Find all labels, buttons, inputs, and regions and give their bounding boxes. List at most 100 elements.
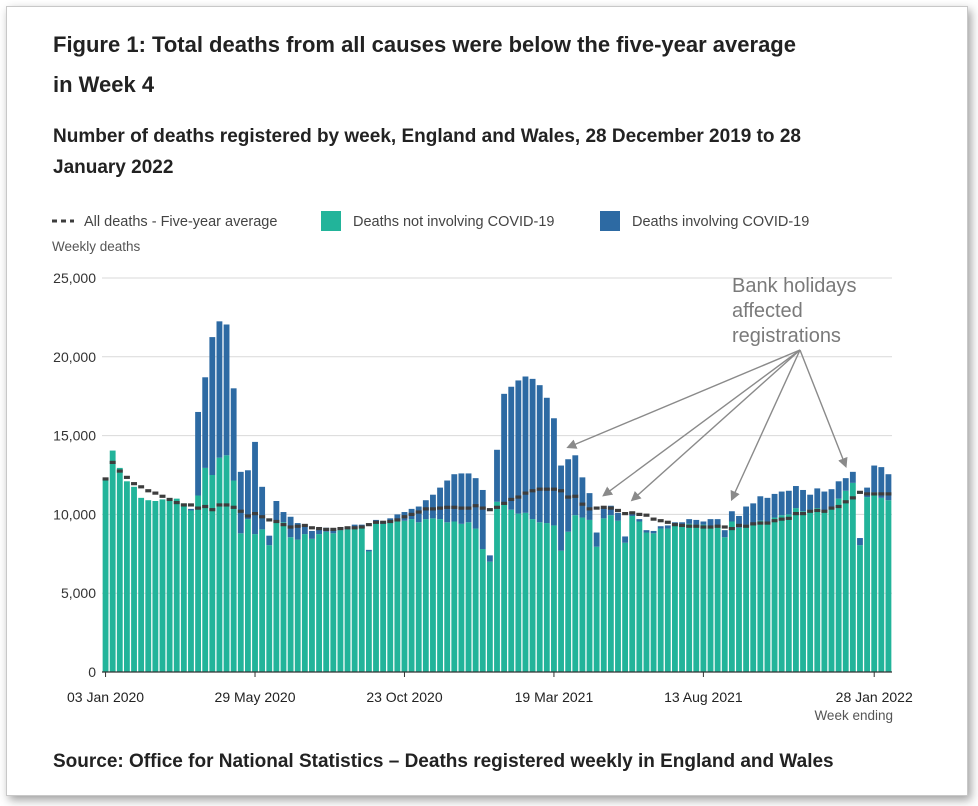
bar-covid — [743, 506, 750, 525]
bar-covid — [294, 523, 301, 540]
bar-covid — [501, 393, 508, 505]
bar-covid — [664, 525, 671, 529]
bar-covid — [543, 397, 550, 524]
bar-non-covid — [508, 509, 515, 672]
bar-non-covid — [430, 518, 436, 672]
annotation-arrow — [566, 349, 801, 449]
bar-non-covid — [871, 492, 878, 672]
bar-non-covid — [180, 503, 187, 672]
bar-non-covid — [657, 528, 664, 672]
bar-covid — [807, 494, 814, 510]
bar-covid — [536, 385, 543, 523]
bar-non-covid — [586, 519, 593, 672]
bar-non-covid — [664, 528, 671, 672]
bar-non-covid — [102, 478, 109, 672]
annotation-text-line: registrations — [732, 325, 841, 347]
bar-covid — [216, 321, 223, 458]
bar-non-covid — [344, 529, 351, 672]
bar-covid — [451, 474, 458, 522]
bar-covid — [430, 494, 436, 519]
bar-non-covid — [593, 546, 600, 672]
bar-covid — [195, 411, 201, 496]
bar-covid — [529, 378, 536, 520]
y-tick-label: 5,000 — [61, 585, 96, 601]
bar-covid — [309, 530, 315, 539]
bar-non-covid — [793, 508, 799, 672]
bar-non-covid — [778, 515, 785, 672]
bar-non-covid — [287, 537, 294, 672]
bar-non-covid — [244, 519, 251, 672]
bar-covid — [572, 455, 579, 516]
bar-covid — [871, 465, 878, 493]
bar-non-covid — [757, 520, 764, 672]
bar-covid — [188, 508, 194, 511]
bar-covid — [828, 489, 835, 507]
bar-covid — [244, 470, 251, 520]
bar-covid — [558, 465, 564, 551]
bar-non-covid — [280, 522, 287, 672]
bar-non-covid — [358, 527, 365, 672]
y-tick-label: 20,000 — [53, 349, 96, 365]
y-tick-label: 25,000 — [53, 270, 96, 286]
bar-non-covid — [600, 518, 607, 672]
bar-non-covid — [365, 551, 372, 672]
axes: 0 5,000 10,000 15,000 20,000 25,000 03 Jan 202… — [52, 239, 913, 723]
bar-non-covid — [636, 521, 643, 672]
bar-non-covid — [622, 542, 629, 672]
bar-non-covid — [764, 522, 771, 672]
bar-non-covid — [479, 549, 486, 672]
bar-non-covid — [629, 515, 636, 672]
bar-covid — [757, 496, 764, 521]
bar-non-covid — [529, 519, 536, 672]
bar-non-covid — [266, 545, 273, 672]
annotation: Bank holidays affected registrations — [566, 275, 857, 502]
bar-covid — [202, 377, 209, 468]
bar-non-covid — [814, 508, 821, 672]
bar-covid — [728, 511, 735, 522]
bar-non-covid — [736, 527, 742, 672]
y-tick-label: 10,000 — [53, 506, 96, 522]
bar-non-covid — [437, 519, 443, 672]
bar-covid — [465, 473, 472, 523]
bar-non-covid — [230, 480, 237, 672]
y-tick-label: 15,000 — [53, 428, 96, 444]
bar-covid — [252, 441, 258, 535]
bar-non-covid — [693, 524, 700, 672]
bar-non-covid — [408, 519, 415, 672]
bar-covid — [508, 386, 515, 510]
annotation-arrow — [730, 349, 801, 502]
bar-covid — [615, 512, 621, 521]
bar-covid — [479, 489, 486, 550]
bar-covid — [700, 521, 707, 525]
bar-non-covid — [785, 514, 792, 672]
bar-covid — [650, 530, 657, 534]
bar-covid — [259, 486, 266, 530]
bar-non-covid — [451, 521, 458, 672]
bar-non-covid — [821, 511, 828, 672]
bar-covid — [394, 514, 401, 520]
x-tick-label: 28 Jan 2022 — [836, 689, 913, 705]
bar-covid — [785, 490, 792, 515]
bar-covid — [494, 449, 500, 502]
bar-covid — [750, 503, 757, 526]
bar-non-covid — [188, 510, 194, 672]
bar-covid — [415, 506, 422, 523]
legend: All deaths - Five-year average Deaths not… — [52, 211, 809, 231]
bar-covid — [686, 519, 693, 524]
bar-covid — [593, 532, 600, 547]
bar-covid — [835, 481, 842, 499]
figure-source: Source: Office for National Statistics –… — [53, 751, 834, 772]
y-axis-title: Weekly deaths — [52, 239, 141, 254]
bar-non-covid — [543, 523, 550, 672]
annotation-arrow — [602, 349, 801, 497]
bar-non-covid — [223, 455, 230, 672]
bar-non-covid — [330, 533, 337, 672]
bar-non-covid — [885, 500, 892, 672]
bar-non-covid — [159, 499, 166, 672]
bar-non-covid — [131, 486, 137, 672]
bar-non-covid — [643, 532, 650, 672]
bar-non-covid — [237, 533, 244, 672]
bar-covid — [885, 474, 892, 501]
x-tick-label: 19 Mar 2021 — [515, 689, 594, 705]
bar-non-covid — [109, 450, 116, 672]
